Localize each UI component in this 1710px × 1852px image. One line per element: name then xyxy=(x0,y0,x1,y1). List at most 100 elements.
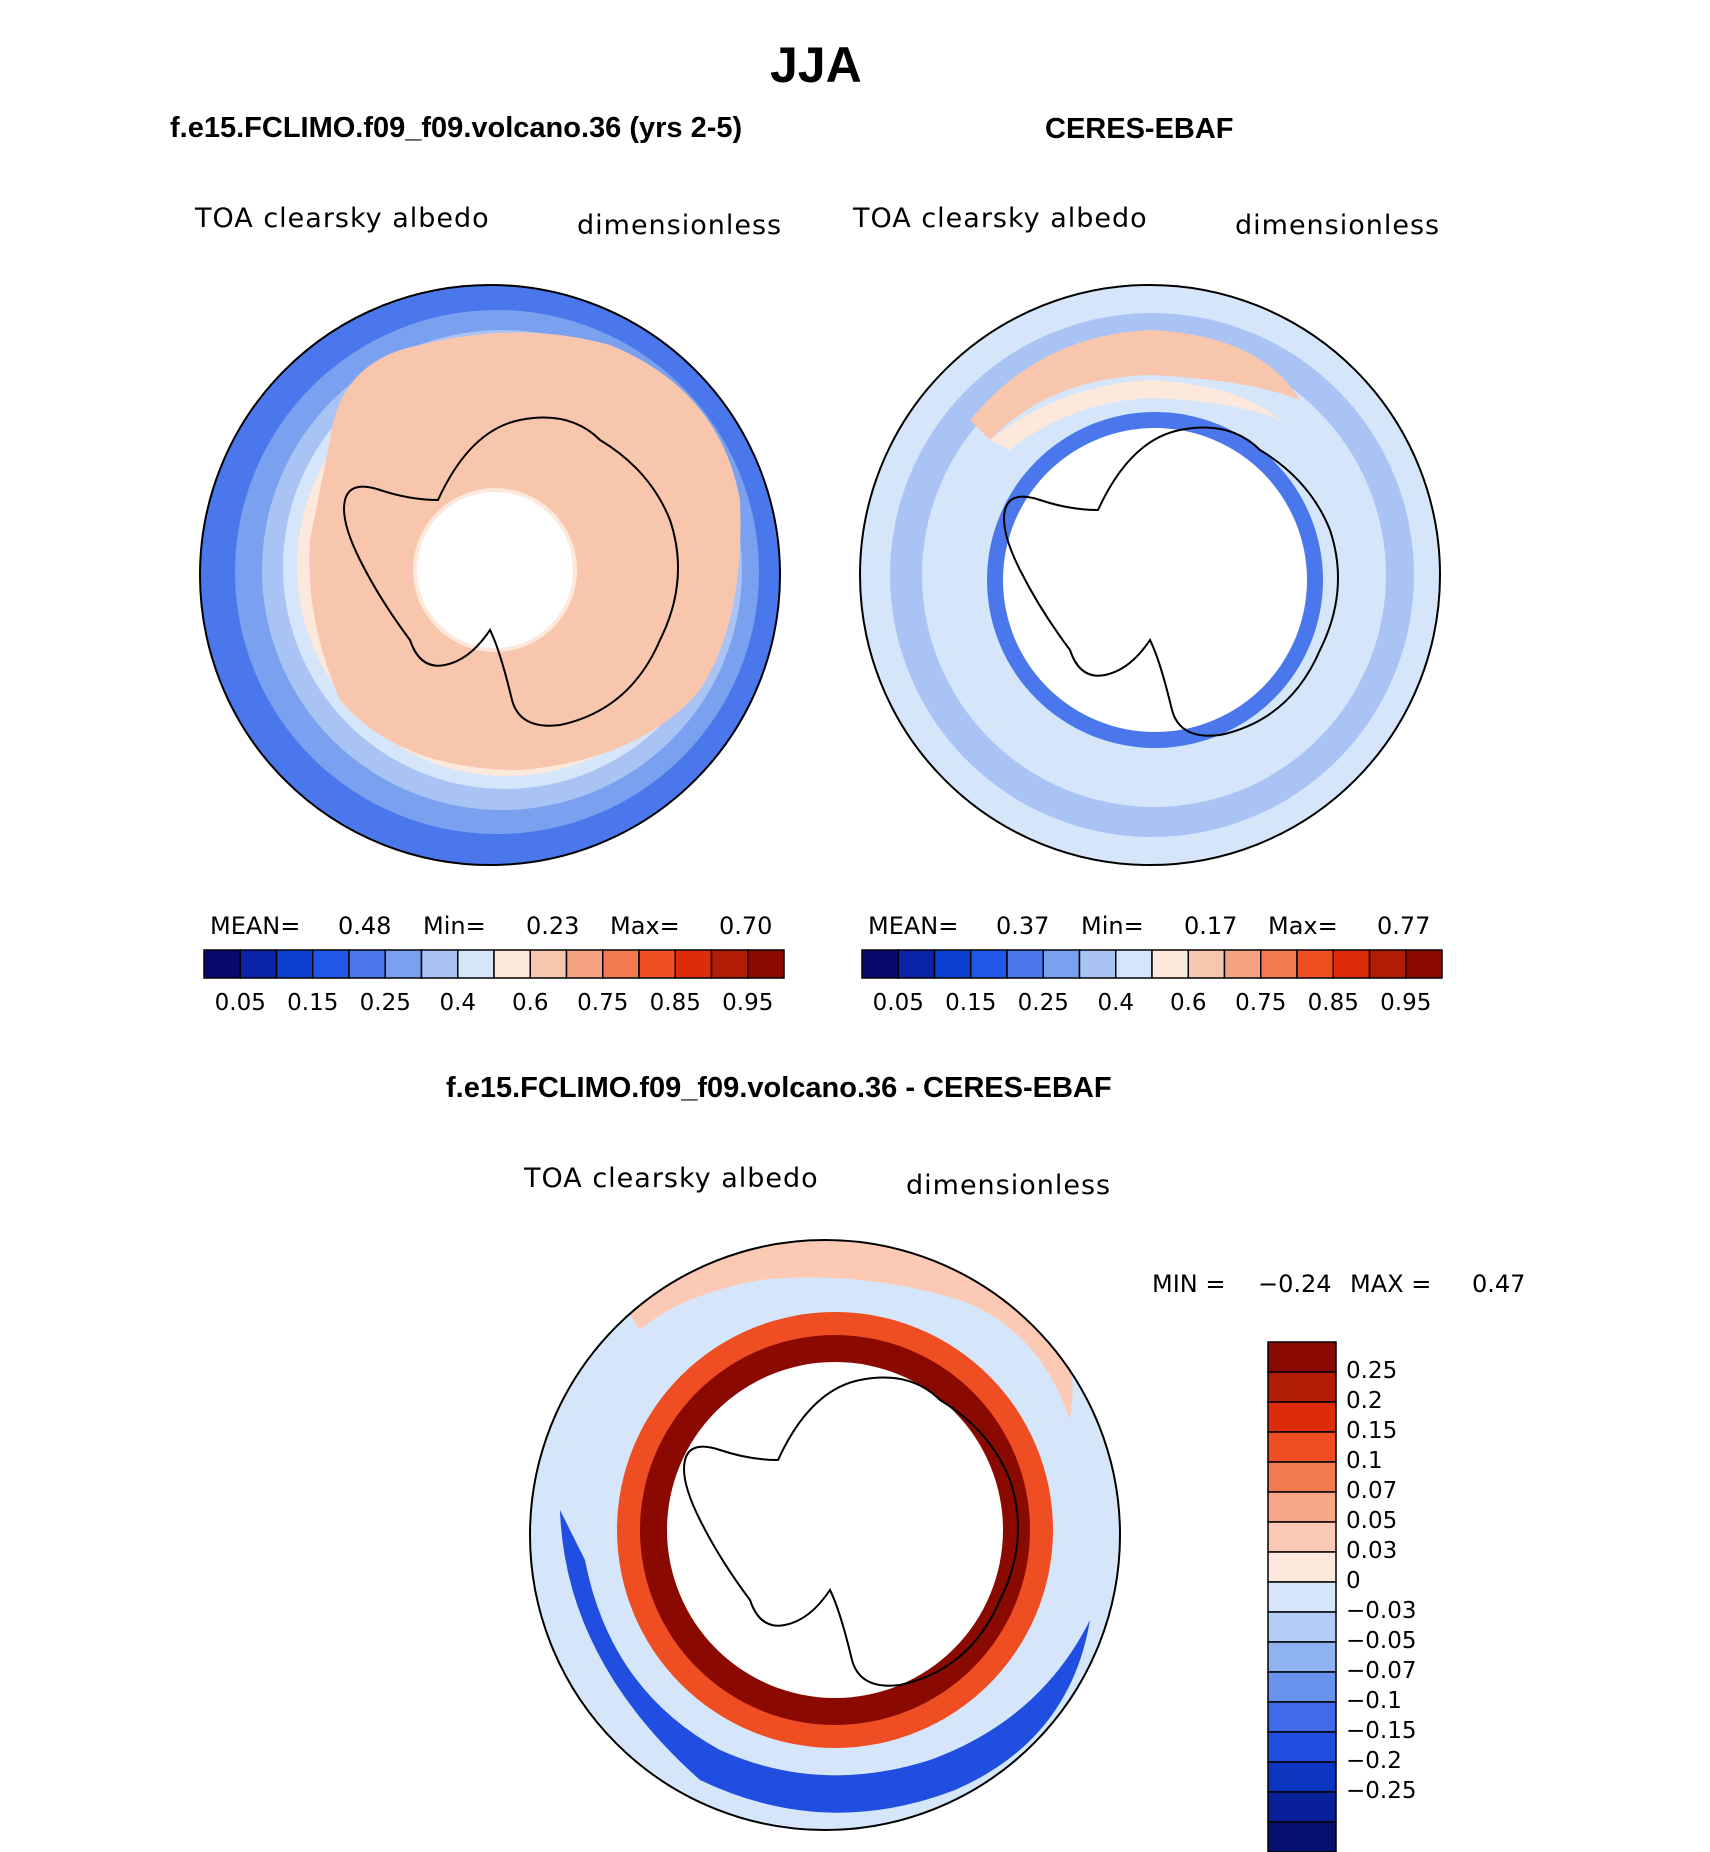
colorbar-swatch xyxy=(384,949,423,979)
obs-max-label: Max= xyxy=(1268,912,1338,940)
obs-variable-label: TOA clearsky albedo xyxy=(853,203,1148,234)
obs-mean-label: MEAN= xyxy=(868,912,959,940)
colorbar-swatch xyxy=(1267,1401,1337,1433)
colorbar-swatch xyxy=(420,949,459,979)
colorbar-tick-label: 0.6 xyxy=(511,990,549,1016)
obs-mean-value: 0.37 xyxy=(996,912,1050,940)
diff-max-value: 0.47 xyxy=(1472,1270,1526,1298)
colorbar-swatch xyxy=(239,949,278,979)
model-min-label: Min= xyxy=(423,912,486,940)
colorbar-swatch xyxy=(1267,1551,1337,1583)
colorbar-swatch xyxy=(348,949,386,979)
colorbar-swatch xyxy=(1405,949,1443,979)
diff-panel-heading: f.e15.FCLIMO.f09_f09.volcano.36 - CERES-… xyxy=(446,1072,1112,1104)
colorbar-swatch xyxy=(933,949,972,979)
colorbar-tick-label: 0.25 xyxy=(359,990,411,1016)
obs-max-value: 0.77 xyxy=(1377,912,1431,940)
colorbar-tick-label: 0.85 xyxy=(649,990,701,1016)
colorbar-tick-label: 0.1 xyxy=(1346,1448,1383,1474)
colorbar-tick-label: −0.15 xyxy=(1346,1718,1417,1744)
colorbar-tick-label: 0.25 xyxy=(1346,1358,1398,1384)
colorbar-swatch xyxy=(1267,1431,1337,1463)
colorbar-swatch xyxy=(312,949,350,979)
colorbar-swatch xyxy=(493,949,531,979)
model-mean-label: MEAN= xyxy=(210,912,301,940)
colorbar-swatch xyxy=(565,949,604,979)
colorbar-swatch xyxy=(602,949,640,979)
obs-colorbar xyxy=(861,949,1443,979)
colorbar-swatch xyxy=(1267,1791,1337,1823)
colorbar-tick-label: 0.05 xyxy=(214,990,266,1016)
colorbar-swatch xyxy=(1115,949,1153,979)
model-units-label: dimensionless xyxy=(577,210,783,241)
colorbar-tick-label: 0.15 xyxy=(1346,1418,1398,1444)
model-panel-heading: f.e15.FCLIMO.f09_f09.volcano.36 (yrs 2-5… xyxy=(170,112,743,144)
colorbar-swatch xyxy=(1006,949,1044,979)
model-max-value: 0.70 xyxy=(719,912,773,940)
colorbar-swatch xyxy=(1267,1821,1337,1852)
diff-min-label: MIN = xyxy=(1152,1270,1226,1298)
colorbar-swatch xyxy=(1332,949,1371,979)
colorbar-swatch xyxy=(897,949,936,979)
colorbar-swatch xyxy=(529,949,568,979)
colorbar-swatch xyxy=(1260,949,1298,979)
obs-panel-heading: CERES-EBAF xyxy=(1045,113,1234,145)
colorbar-tick-label: 0.6 xyxy=(1169,990,1207,1016)
colorbar-tick-label: 0.03 xyxy=(1346,1538,1398,1564)
colorbar-tick-label: −0.05 xyxy=(1346,1628,1417,1654)
colorbar-tick-label: 0.05 xyxy=(1346,1508,1398,1534)
colorbar-swatch xyxy=(1078,949,1117,979)
colorbar-tick-label: −0.1 xyxy=(1346,1688,1402,1714)
colorbar-swatch xyxy=(1267,1611,1337,1643)
colorbar-swatch xyxy=(275,949,314,979)
colorbar-tick-label: 0 xyxy=(1346,1568,1361,1594)
colorbar-swatch xyxy=(1267,1521,1337,1553)
colorbar-tick-label: 0.25 xyxy=(1017,990,1069,1016)
figure-title: JJA xyxy=(770,37,862,93)
obs-colorbar-ticks: 0.05 0.15 0.25 0.4 0.6 0.75 0.85 0.95 xyxy=(862,990,1442,1020)
colorbar-swatch xyxy=(1267,1641,1337,1673)
diff-colorbar-ticks: 0.25 0.2 0.15 0.1 0.07 0.05 0.03 0 −0.03 −0.05 −0.… xyxy=(1340,1342,1460,1852)
diff-variable-label: TOA clearsky albedo xyxy=(524,1163,819,1194)
diff-min-value: −0.24 xyxy=(1258,1270,1332,1298)
colorbar-swatch xyxy=(970,949,1008,979)
colorbar-swatch xyxy=(1223,949,1262,979)
colorbar-tick-label: 0.75 xyxy=(577,990,629,1016)
model-variable-label: TOA clearsky albedo xyxy=(195,203,490,234)
model-min-value: 0.23 xyxy=(526,912,580,940)
model-colorbar xyxy=(203,949,785,979)
colorbar-tick-label: −0.03 xyxy=(1346,1598,1417,1624)
colorbar-tick-label: 0.4 xyxy=(439,990,477,1016)
colorbar-tick-label: 0.4 xyxy=(1097,990,1135,1016)
colorbar-swatch xyxy=(1187,949,1226,979)
colorbar-tick-label: 0.95 xyxy=(1380,990,1432,1016)
colorbar-swatch xyxy=(674,949,713,979)
diff-units-label: dimensionless xyxy=(906,1170,1112,1201)
colorbar-swatch xyxy=(638,949,676,979)
colorbar-tick-label: −0.07 xyxy=(1346,1658,1417,1684)
colorbar-tick-label: 0.95 xyxy=(722,990,774,1016)
colorbar-swatch xyxy=(1267,1701,1337,1733)
colorbar-swatch xyxy=(1267,1491,1337,1523)
colorbar-swatch xyxy=(710,949,749,979)
colorbar-swatch xyxy=(1267,1341,1337,1373)
model-max-label: Max= xyxy=(610,912,680,940)
colorbar-tick-label: 0.75 xyxy=(1235,990,1287,1016)
colorbar-swatch xyxy=(203,949,241,979)
obs-min-label: Min= xyxy=(1081,912,1144,940)
colorbar-swatch xyxy=(861,949,899,979)
model-mean-value: 0.48 xyxy=(338,912,392,940)
model-colorbar-ticks: 0.05 0.15 0.25 0.4 0.6 0.75 0.85 0.95 xyxy=(204,990,784,1020)
colorbar-swatch xyxy=(1267,1371,1337,1403)
colorbar-tick-label: −0.2 xyxy=(1346,1748,1402,1774)
obs-units-label: dimensionless xyxy=(1235,210,1441,241)
colorbar-tick-label: −0.25 xyxy=(1346,1778,1417,1804)
diff-colorbar xyxy=(1267,1341,1337,1852)
colorbar-tick-label: 0.05 xyxy=(872,990,924,1016)
colorbar-tick-label: 0.2 xyxy=(1346,1388,1383,1414)
colorbar-swatch xyxy=(1368,949,1407,979)
colorbar-swatch xyxy=(1267,1761,1337,1793)
colorbar-swatch xyxy=(1267,1461,1337,1493)
